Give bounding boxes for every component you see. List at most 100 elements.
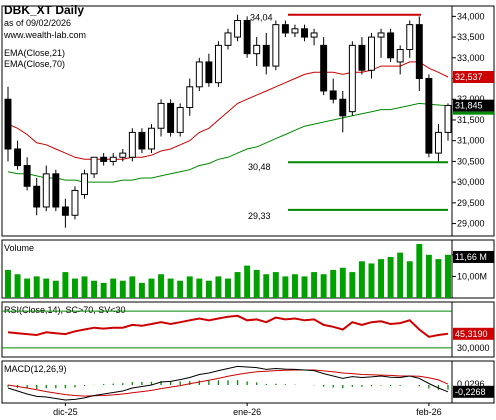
price-levels bbox=[288, 13, 448, 211]
candle bbox=[262, 32, 270, 75]
candle-body bbox=[90, 156, 98, 175]
candle bbox=[109, 153, 117, 166]
volume-bar bbox=[5, 269, 11, 298]
value-badge-label: 32,537 bbox=[455, 72, 483, 82]
price-axis: 34,00033,50033,00032,50032,00031,50031,0… bbox=[452, 11, 485, 229]
candle bbox=[406, 20, 414, 58]
candle bbox=[339, 90, 347, 133]
candle bbox=[176, 103, 184, 137]
volume-bar bbox=[263, 274, 270, 298]
candle bbox=[310, 28, 318, 46]
volume-bar bbox=[62, 272, 69, 298]
macd-signal-line bbox=[7, 369, 449, 397]
macd-lines bbox=[7, 365, 449, 401]
candle-body bbox=[243, 20, 251, 55]
candle-body bbox=[157, 102, 165, 129]
volume-bar bbox=[330, 269, 337, 298]
volume-bar bbox=[24, 278, 31, 298]
price-candles bbox=[4, 14, 452, 228]
value-badge bbox=[453, 99, 494, 112]
candle bbox=[272, 20, 280, 71]
candle bbox=[291, 24, 299, 38]
candle bbox=[415, 16, 423, 91]
legend-ema21: EMA(Close,21) bbox=[4, 48, 65, 58]
candle-body bbox=[4, 98, 12, 150]
price-ema-lines bbox=[7, 61, 449, 183]
volume-bar bbox=[311, 272, 318, 298]
volume-bar bbox=[14, 274, 21, 298]
volume-bar bbox=[234, 272, 241, 298]
candle bbox=[23, 157, 31, 191]
candle bbox=[377, 28, 385, 58]
candle bbox=[224, 28, 232, 50]
volume-bar bbox=[368, 263, 375, 298]
price-tick-label: 32,000 bbox=[457, 94, 485, 104]
candle bbox=[14, 140, 22, 170]
volume-bar bbox=[52, 280, 59, 298]
volume-bar bbox=[138, 282, 145, 298]
candle bbox=[157, 99, 165, 137]
volume-bar bbox=[205, 280, 212, 298]
candle-body bbox=[234, 20, 242, 38]
candle-body bbox=[100, 156, 108, 162]
candle bbox=[81, 169, 88, 199]
volume-bar bbox=[129, 276, 136, 298]
macd-title: MACD(12,26,9) bbox=[4, 364, 67, 374]
volume-bar bbox=[291, 274, 298, 298]
candle bbox=[444, 103, 452, 141]
price-tick-label: 31,000 bbox=[457, 136, 485, 146]
volume-bar bbox=[282, 276, 289, 298]
volume-bar bbox=[81, 276, 88, 298]
candle-body bbox=[148, 127, 155, 150]
candle-body bbox=[320, 44, 328, 92]
macd-axis: 0,0296-0,2268 bbox=[453, 379, 494, 398]
candle-body bbox=[415, 24, 423, 80]
volume-bar bbox=[358, 261, 365, 298]
candle bbox=[329, 78, 337, 104]
candle bbox=[214, 41, 222, 87]
candle bbox=[281, 20, 289, 38]
candle-body bbox=[291, 28, 299, 34]
volume-bar bbox=[119, 280, 126, 298]
price-tick-label: 33,500 bbox=[457, 32, 485, 42]
macd-badge-label: -0,2268 bbox=[455, 387, 486, 397]
macd-badge bbox=[453, 385, 494, 398]
volume-bar bbox=[148, 278, 155, 298]
candle-body bbox=[186, 86, 194, 109]
volume-badge bbox=[453, 250, 494, 263]
price-tick-label: 29,000 bbox=[457, 219, 485, 229]
candle-body bbox=[61, 206, 69, 216]
rsi-badge-label: 45,3190 bbox=[455, 329, 488, 339]
candle bbox=[387, 28, 395, 62]
rsi-axis: 30,0000 45,3190 bbox=[453, 327, 494, 353]
candle bbox=[52, 169, 60, 212]
candle bbox=[243, 16, 251, 58]
candle-body bbox=[387, 32, 395, 59]
volume-bar bbox=[378, 259, 385, 298]
volume-bar bbox=[397, 252, 404, 298]
candle bbox=[100, 153, 108, 166]
volume-bar bbox=[225, 278, 231, 298]
candle bbox=[128, 128, 136, 162]
candle-body bbox=[138, 131, 146, 150]
candle-body bbox=[301, 28, 308, 38]
candle bbox=[33, 177, 41, 216]
volume-bar bbox=[43, 278, 50, 298]
candle bbox=[138, 128, 146, 154]
candle bbox=[320, 37, 328, 96]
candle-body bbox=[368, 36, 375, 71]
candle bbox=[119, 148, 127, 162]
candle-body bbox=[33, 185, 41, 208]
candle-body bbox=[339, 98, 347, 117]
volume-bar bbox=[100, 282, 107, 298]
value-badge bbox=[453, 70, 494, 83]
candle-body bbox=[119, 152, 127, 158]
candle bbox=[195, 57, 203, 91]
volume-bar bbox=[186, 276, 193, 298]
price-annotations: 34,04 30,48 29,33 bbox=[248, 13, 273, 221]
volume-bar bbox=[244, 265, 251, 298]
volume-bar bbox=[196, 278, 203, 298]
candle bbox=[348, 41, 356, 116]
volume-badge-label: 11,66 M bbox=[455, 252, 487, 262]
